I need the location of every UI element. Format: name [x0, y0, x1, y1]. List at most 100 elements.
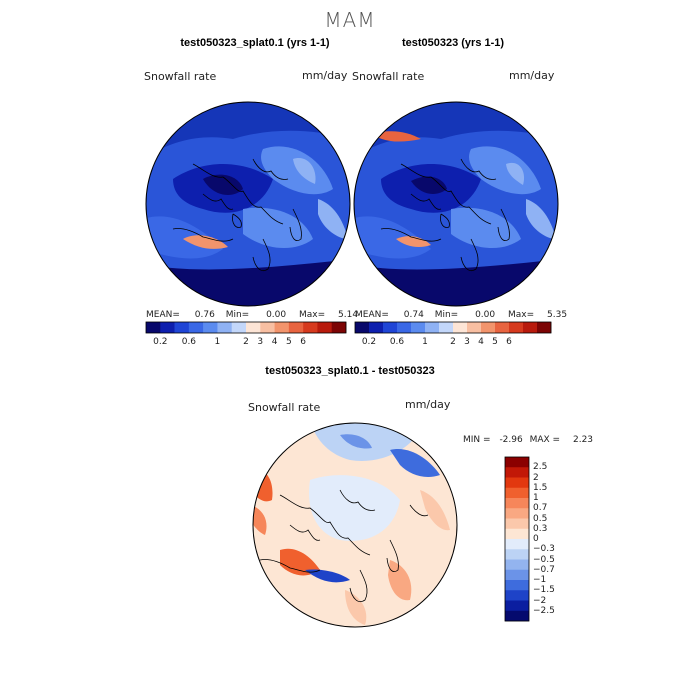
colorbar-level-label: −0.3	[533, 544, 555, 555]
colorbar-swatch	[174, 322, 190, 333]
colorbar-tick-label: 6	[506, 337, 512, 347]
colorbar-swatch	[505, 600, 529, 612]
diff-map-border	[252, 422, 458, 628]
colorbar-level-label: 2.5	[533, 462, 548, 473]
right-mean-value: 0.74	[403, 310, 424, 320]
diff-region-south-warm	[345, 590, 367, 625]
colorbar-swatch	[355, 322, 370, 333]
colorbar-swatch	[505, 610, 529, 622]
diff-units-label: mm/day	[405, 398, 451, 411]
diff-min-value: -2.96	[499, 435, 523, 445]
map-region-minimum	[411, 176, 447, 194]
left-min-label: Min=	[225, 310, 250, 320]
colorbar-level-label: 0	[533, 534, 539, 544]
colorbar-swatch	[217, 322, 233, 333]
diff-colorbar	[504, 456, 530, 622]
colorbar-swatch	[505, 518, 529, 530]
colorbar-tick-label: 3	[464, 337, 470, 347]
right-coastlines	[380, 158, 510, 272]
right-max-label: Max=	[508, 310, 535, 320]
colorbar-swatch	[505, 457, 529, 468]
colorbar-swatch	[505, 559, 529, 571]
colorbar-tick-label: 0.6	[181, 337, 197, 347]
right-colorbar	[354, 321, 552, 334]
colorbar-level-label: −0.5	[533, 554, 555, 565]
map-region-east-coast	[526, 199, 556, 239]
right-min-value: 0.00	[475, 310, 496, 320]
colorbar-swatch	[260, 322, 275, 333]
colorbar-swatch	[231, 322, 247, 333]
colorbar-swatch	[203, 322, 218, 333]
map-region-east-lighter	[506, 162, 525, 185]
colorbar-swatch	[397, 322, 412, 333]
colorbar-swatch	[188, 322, 204, 333]
colorbar-swatch	[246, 322, 261, 333]
colorbar-swatch	[505, 477, 529, 489]
colorbar-level-label: 1	[533, 493, 539, 503]
left-variable-label: Snowfall rate	[144, 70, 217, 83]
left-panel-title: test050323_splat0.1 (yrs 1-1)	[180, 37, 330, 49]
left-colorbar-labels: 0.2 0.6 1 2 3 4 5 6	[146, 337, 346, 349]
colorbar-tick-label: 0.6	[389, 337, 405, 347]
map-region-warm-north	[371, 131, 421, 142]
colorbar-swatch	[495, 322, 510, 333]
right-units-label: mm/day	[509, 69, 555, 82]
colorbar-level-label: 0.3	[533, 523, 548, 534]
right-variable-label: Snowfall rate	[352, 70, 425, 83]
left-units-label: mm/day	[302, 69, 348, 82]
colorbar-swatch	[369, 322, 384, 333]
left-stats: MEAN= 0.76 Min= 0.00 Max= 5.14	[146, 310, 358, 320]
colorbar-swatch	[411, 322, 426, 333]
diff-stats: MIN = -2.96 MAX = 2.23	[463, 435, 593, 445]
colorbar-tick-label: 1	[422, 337, 428, 347]
colorbar-swatch	[453, 322, 468, 333]
right-polar-map	[353, 101, 559, 307]
diff-coastlines	[259, 489, 429, 603]
left-mean-value: 0.76	[194, 310, 215, 320]
colorbar-border	[354, 321, 552, 334]
diff-min-label: MIN =	[463, 435, 491, 445]
colorbar-swatch	[505, 569, 529, 581]
diff-polar-map	[252, 422, 458, 628]
diff-region-northeast-cool	[390, 449, 440, 477]
right-stats: MEAN= 0.74 Min= 0.00 Max= 5.35	[355, 310, 567, 320]
diff-region-south-cool	[305, 569, 350, 583]
colorbar-swatch	[505, 487, 529, 499]
left-colorbar	[145, 321, 347, 334]
colorbar-swatch	[425, 322, 440, 333]
colorbar-swatch	[505, 508, 529, 519]
map-region-interior-light	[243, 207, 313, 249]
colorbar-swatch	[331, 322, 347, 333]
map-region-east-lighter	[293, 158, 316, 184]
diff-max-value: 2.23	[572, 435, 594, 445]
colorbar-tick-label: 5	[286, 337, 292, 347]
right-panel-title: test050323 (yrs 1-1)	[401, 37, 505, 49]
colorbar-swatch	[146, 322, 161, 333]
colorbar-tick-label: 3	[257, 337, 264, 347]
diff-colorbar-labels: 2.5 2 1.5 1 0.7 0.5 0.3 0 −0.3 −0.5 −0.7 −1 −1.5 −2 −2…	[533, 457, 573, 621]
colorbar-swatch	[288, 322, 304, 333]
colorbar-swatch	[523, 322, 538, 333]
season-title: MAM	[324, 8, 376, 32]
left-coastlines	[172, 158, 302, 272]
colorbar-tick-label: 6	[300, 337, 306, 347]
diff-region-north-cooler	[340, 434, 372, 449]
colorbar-tick-label: 0.2	[361, 337, 377, 347]
colorbar-tick-label: 4	[478, 337, 484, 347]
colorbar-swatch	[505, 528, 529, 540]
colorbar-level-label: −1.5	[533, 585, 555, 596]
colorbar-level-label: −2.5	[533, 605, 555, 616]
colorbar-tick-label: 2	[243, 337, 249, 347]
colorbar-level-label: −2	[533, 595, 547, 606]
map-region-west	[354, 216, 431, 259]
colorbar-tick-label: 5	[492, 337, 498, 347]
diff-panel-title: test050323_splat0.1 - test050323	[265, 365, 435, 377]
colorbar-swatch	[505, 498, 529, 509]
map-region-interior-light	[451, 207, 521, 249]
colorbar-swatch	[505, 467, 529, 478]
colorbar-swatch	[505, 590, 529, 601]
colorbar-tick-label: 1	[214, 337, 221, 347]
colorbar-swatch	[317, 322, 333, 333]
colorbar-swatch	[303, 322, 318, 333]
left-max-label: Max=	[299, 310, 326, 320]
